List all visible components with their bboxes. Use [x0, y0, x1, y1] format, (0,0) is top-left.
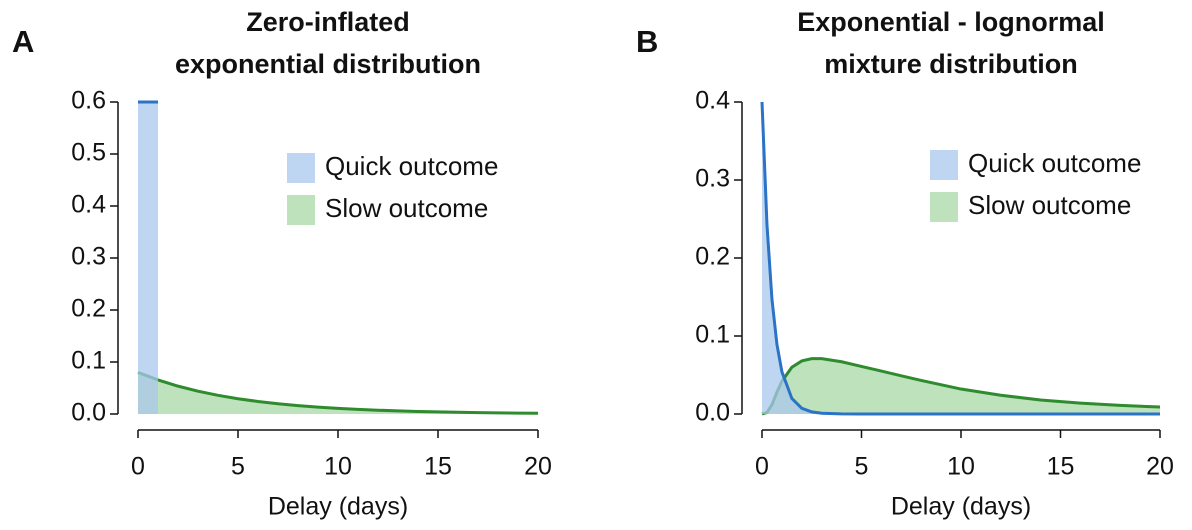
y-tick-label: 0.1: [695, 321, 730, 349]
x-tick-label: 15: [1047, 453, 1075, 481]
chart-title: mixture distribution: [824, 49, 1078, 79]
y-tick-label: 0.3: [695, 165, 730, 193]
y-tick-label: 0.0: [695, 399, 730, 427]
legend-swatch: [287, 195, 315, 225]
legend-label: Slow outcome: [968, 190, 1131, 220]
panel-label: A: [12, 24, 34, 59]
chart-title: exponential distribution: [175, 49, 481, 79]
x-tick-label: 10: [324, 453, 352, 481]
legend-label: Slow outcome: [325, 193, 488, 223]
line: [760, 101, 1160, 416]
line: [137, 370, 539, 415]
y-tick-label: 0.4: [695, 87, 730, 115]
y-tick-label: 0.0: [71, 399, 106, 427]
bar: [138, 102, 158, 414]
y-tick-label: 0.3: [71, 243, 106, 271]
y-tick-label: 0.2: [695, 243, 730, 271]
x-axis-label: Delay (days): [268, 493, 408, 521]
y-tick-label: 0.2: [71, 295, 106, 323]
x-tick-label: 0: [755, 453, 769, 481]
x-tick-label: 15: [424, 453, 452, 481]
x-tick-label: 0: [131, 453, 145, 481]
area: [138, 372, 538, 414]
legend-swatch: [930, 150, 958, 180]
chart-title: Exponential - lognormal: [797, 7, 1105, 37]
y-tick-label: 0.1: [71, 347, 106, 375]
legend-label: Quick outcome: [968, 148, 1141, 178]
chart-title: Zero-inflated: [246, 7, 410, 37]
legend-swatch: [287, 153, 315, 183]
y-tick-label: 0.4: [71, 191, 106, 219]
x-tick-label: 5: [231, 453, 245, 481]
legend-swatch: [930, 192, 958, 222]
y-tick-label: 0.5: [71, 139, 106, 167]
x-axis-label: Delay (days): [891, 493, 1031, 521]
panel-label: B: [636, 24, 658, 59]
x-tick-label: 10: [947, 453, 975, 481]
y-tick-label: 0.6: [71, 87, 106, 115]
legend-label: Quick outcome: [325, 151, 498, 181]
x-tick-label: 5: [855, 453, 869, 481]
area: [762, 358, 1160, 414]
x-tick-label: 20: [1146, 453, 1174, 481]
x-tick-label: 20: [524, 453, 552, 481]
